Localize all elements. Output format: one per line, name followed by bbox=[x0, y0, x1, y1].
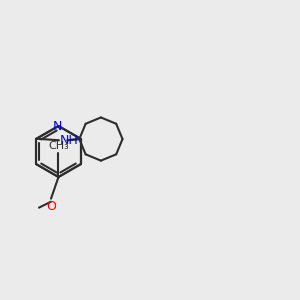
Text: CH₃: CH₃ bbox=[48, 141, 69, 151]
Text: NH: NH bbox=[59, 134, 78, 147]
Text: N: N bbox=[52, 120, 62, 134]
Text: O: O bbox=[46, 200, 56, 213]
